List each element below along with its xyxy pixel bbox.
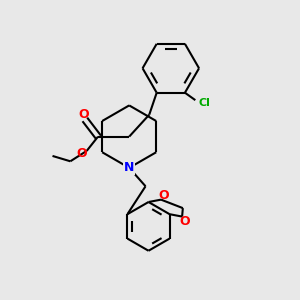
Text: N: N [124,161,134,174]
Text: O: O [179,214,190,227]
Text: Cl: Cl [198,98,210,108]
Text: O: O [79,108,89,122]
Text: O: O [76,147,87,160]
Text: O: O [158,189,169,202]
